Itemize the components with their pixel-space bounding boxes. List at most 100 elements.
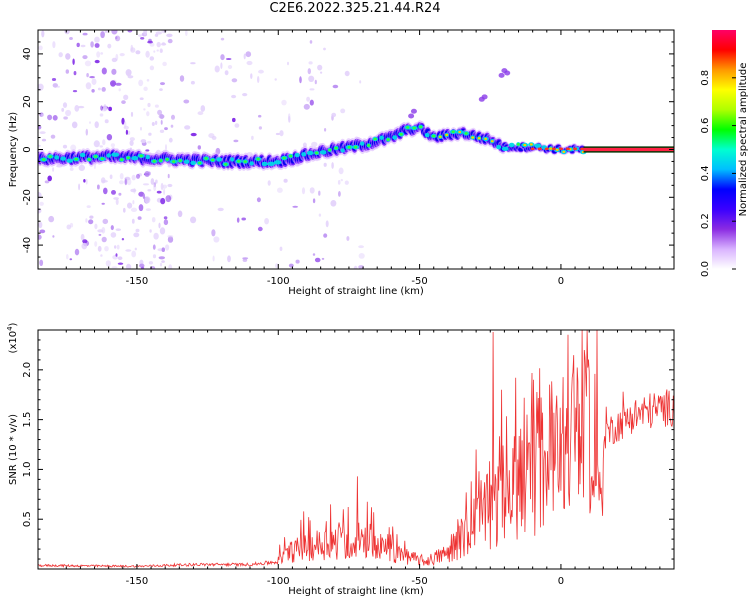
noise-blob: [136, 173, 140, 179]
noise-blob: [190, 80, 195, 85]
noise-blob: [123, 125, 129, 130]
noise-blob: [102, 139, 106, 146]
noise-blob: [114, 245, 117, 249]
x-tick-label: -100: [267, 276, 290, 287]
ridge-peak: [256, 157, 260, 161]
noise-blob: [338, 191, 341, 197]
ridge-peak-max: [580, 147, 585, 151]
spectrogram-x-label: Height of straight line (km): [288, 286, 424, 297]
noise-blob: [340, 178, 343, 182]
colorbar-tick-label: 0.2: [700, 213, 711, 229]
noise-blob: [154, 120, 158, 125]
noise-blob: [481, 94, 488, 100]
noise-blob: [346, 236, 350, 241]
noise-blob: [161, 247, 165, 252]
noise-blob: [132, 200, 135, 205]
y-tick-label: 0.5: [22, 511, 33, 527]
noise-blob: [98, 233, 102, 236]
noise-blob: [153, 182, 156, 188]
noise-blob: [119, 53, 125, 57]
noise-blob: [94, 36, 100, 43]
noise-blob: [162, 61, 167, 67]
noise-blob: [110, 80, 116, 87]
ridge-peak-high: [555, 148, 559, 151]
noise-blob: [331, 162, 334, 169]
noise-blob: [307, 68, 311, 75]
noise-blob: [160, 197, 166, 205]
noise-blob: [99, 113, 104, 117]
ridge-peak: [347, 145, 351, 149]
snr-panel: -150 -100 -50 0 0.5 1.0 1.5 2.0 Height of straig…: [6, 322, 675, 597]
noise-blob: [220, 54, 225, 61]
x-tick-label: 0: [558, 576, 564, 587]
ridge-peak-high: [562, 150, 566, 153]
snr-series-line: [38, 330, 674, 568]
ridge-core: [534, 143, 542, 148]
noise-blob: [242, 93, 248, 97]
ridge-peak: [165, 158, 169, 161]
spectrogram-ridge: [38, 120, 674, 172]
noise-blob: [257, 76, 260, 83]
noise-blob: [72, 90, 78, 93]
noise-blob: [89, 215, 94, 219]
noise-blob: [82, 55, 88, 60]
noise-blob: [321, 257, 325, 260]
noise-blob: [145, 50, 150, 58]
noise-blob: [158, 114, 165, 119]
noise-blob: [44, 180, 50, 184]
noise-blob: [212, 255, 215, 262]
noise-blob: [323, 233, 328, 238]
spectrogram-panel: -150 -100 -50 0 -40 -20 0 20 40 Height of straigh…: [8, 29, 675, 297]
noise-blob: [145, 149, 150, 152]
noise-blob: [314, 79, 317, 85]
noise-blob: [498, 72, 505, 78]
noise-blob: [90, 41, 94, 48]
noise-blob: [303, 103, 310, 110]
noise-blob: [99, 145, 103, 148]
ridge-peak: [328, 148, 332, 152]
y-tick-label: 2.0: [22, 362, 33, 378]
ridge-peak-max: [544, 147, 549, 151]
noise-blob: [152, 254, 157, 259]
ridge-peak: [42, 158, 46, 161]
ridge-peak: [282, 156, 286, 160]
y-tick-label: 1.5: [22, 412, 33, 428]
noise-blob: [153, 184, 157, 191]
noise-blob: [165, 144, 167, 151]
noise-blob: [134, 247, 137, 251]
noise-blob: [312, 253, 316, 256]
colorbar-tick-label: 0.0: [700, 261, 711, 277]
noise-blob: [144, 196, 151, 204]
ridge-peak: [126, 156, 130, 160]
noise-blob: [83, 179, 86, 183]
noise-blob: [65, 53, 71, 60]
ridge-core: [60, 156, 67, 161]
noise-blob: [115, 36, 118, 40]
noise-blob: [358, 265, 364, 269]
noise-blob: [108, 106, 112, 112]
noise-blob: [81, 242, 88, 250]
ridge-core: [340, 148, 345, 153]
noise-blob: [142, 183, 150, 186]
noise-blob: [73, 71, 77, 76]
noise-blob: [179, 75, 185, 82]
noise-blob: [292, 205, 299, 208]
noise-blob: [94, 223, 98, 230]
noise-blob: [234, 123, 240, 128]
noise-blob: [38, 234, 42, 240]
ridge-core: [183, 159, 190, 164]
noise-blob: [121, 117, 125, 125]
noise-blob: [190, 132, 197, 137]
noise-blob: [213, 236, 220, 243]
noise-blob: [135, 228, 140, 233]
noise-blob: [97, 245, 102, 252]
noise-blob: [160, 182, 164, 191]
ridge-peak: [139, 154, 143, 158]
noise-blob: [320, 71, 323, 74]
noise-blob: [111, 266, 118, 269]
noise-blob: [158, 256, 165, 260]
noise-blob: [163, 216, 168, 220]
noise-blob: [146, 79, 150, 82]
noise-blob: [74, 248, 80, 256]
ridge-peak: [315, 151, 319, 155]
